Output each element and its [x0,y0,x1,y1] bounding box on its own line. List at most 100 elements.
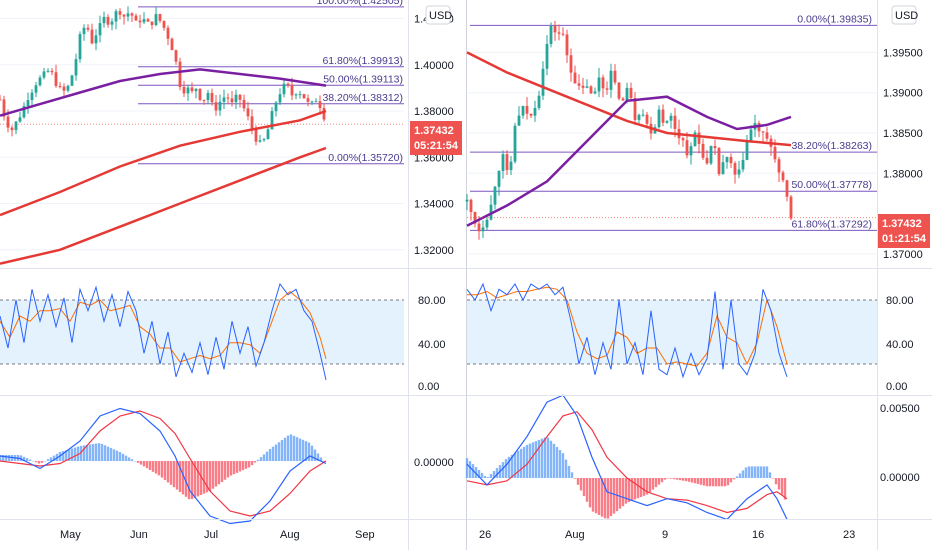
macd-hist-bar [52,455,56,461]
macd-hist-bar [516,450,520,478]
macd-hist-bar [642,478,646,496]
candle-body [122,14,126,17]
candle-body [633,98,637,120]
candle-body [118,11,122,15]
macd-hist-bar [226,461,230,478]
macd-hist-bar [609,478,613,517]
candle-body [717,148,721,175]
macd-hist-bar [265,451,269,461]
left-price-axis[interactable]: 1.420001.400001.380001.360001.340001.320… [414,14,454,257]
candle-body [609,70,613,90]
macd-hist-bar [603,478,607,519]
candle-body [685,140,689,156]
candle-body [485,219,489,228]
macd-hist-bar [319,457,323,461]
stoch-k-line [466,282,788,379]
macd-hist-bar [22,456,26,461]
macd-hist-bar [675,478,679,480]
candle-body [14,121,18,131]
macd-hist-bar [202,461,206,494]
candle-body [58,85,62,87]
macd-hist-bar [654,478,658,488]
macd-hist-bar [735,476,739,478]
candle-body [234,94,238,103]
candle-body [513,125,517,162]
macd-hist-bar [633,478,637,500]
stoch-d-line [467,286,788,367]
candle-body [266,129,270,140]
macd-hist-bar [699,478,703,485]
candle-body [537,95,541,108]
macd-hist-bar [576,478,580,485]
candle-body [765,132,769,139]
macd-hist-bar [262,454,266,461]
macd-hist-bar [648,478,652,493]
candle-body [473,211,477,224]
macd-hist-bar [663,478,667,480]
macd-hist-bar [711,478,715,487]
macd-hist-bar [7,455,11,461]
left-currency-button[interactable]: USD [425,5,452,25]
candle-body [154,14,158,26]
right-currency-button[interactable]: USD [891,5,918,25]
macd-hist-bar [163,461,167,480]
macd-hist-bar [43,461,47,462]
macd-hist-bar [103,445,107,461]
macd-hist-bar [136,461,140,463]
macd-hist-bar [564,459,568,478]
right-time-axis[interactable]: 26 Aug 9 16 23 [479,529,855,541]
candle-body [238,94,242,100]
macd-hist-bar [522,446,526,478]
fib-label: 38.20%(1.38312) [322,92,403,104]
macd-hist-bar [178,461,182,492]
candle-body [533,107,537,116]
left-macd-axis[interactable]: 0.00000 [414,457,454,469]
left-last-price: 1.37432 [414,125,454,137]
fib-label: 61.80%(1.39913) [322,55,403,67]
price-tick-label: 1.40000 [414,60,454,72]
right-osc-axis[interactable]: 80.00 40.00 0.00 [886,295,914,393]
candle-body [509,161,513,171]
macd-hist-bar [280,440,284,461]
candle-body [254,128,258,142]
candle-body [322,108,326,120]
candle-body [505,154,509,171]
price-tick-label: 1.34000 [414,199,454,211]
candle-body [74,59,78,76]
macd-hist-bar [690,478,694,483]
macd-hist-bar [660,478,664,483]
macd-hist-bar [636,478,640,499]
candle-body [138,20,142,23]
candle-body [318,101,322,109]
candle-body [749,129,753,141]
left-time-axis[interactable]: May Jun Jul Aug Sep [60,529,375,541]
left-last-price-tag: 1.37432 05:21:54 [410,121,462,155]
macd-hist-bar [588,478,592,508]
macd-hist-bar [298,438,302,461]
macd-hist-bar [1,455,5,461]
macd-hist-bar [543,437,547,478]
candle-body [529,113,533,116]
candle-body [721,162,725,175]
macd-hist-bar [717,478,721,487]
macd-hist-bar [600,478,604,517]
right-macd-axis[interactable]: 0.00500 0.00000 [880,403,920,484]
candle-body [270,111,274,130]
macd-hist-bar [19,455,23,461]
candle-body [62,86,66,91]
candle-body [593,91,597,94]
candle-body [689,146,693,156]
candle-body [206,92,210,100]
macd-hist-bar [693,478,697,484]
right-price-axis[interactable]: 1.39500 1.39000 1.38500 1.38000 1.37000 [883,47,923,261]
macd-hist-bar [495,468,499,478]
macd-hist-bar [621,478,625,507]
macd-hist-bar [154,461,158,474]
left-osc-tick-80: 80.00 [418,295,446,307]
left-osc-axis[interactable]: 80.00 40.00 0.00 [418,295,446,393]
macd-hist-bar [148,461,152,470]
candle-body [98,23,102,36]
right-macd-tick-500: 0.00500 [880,403,920,415]
candle-body [601,77,605,89]
